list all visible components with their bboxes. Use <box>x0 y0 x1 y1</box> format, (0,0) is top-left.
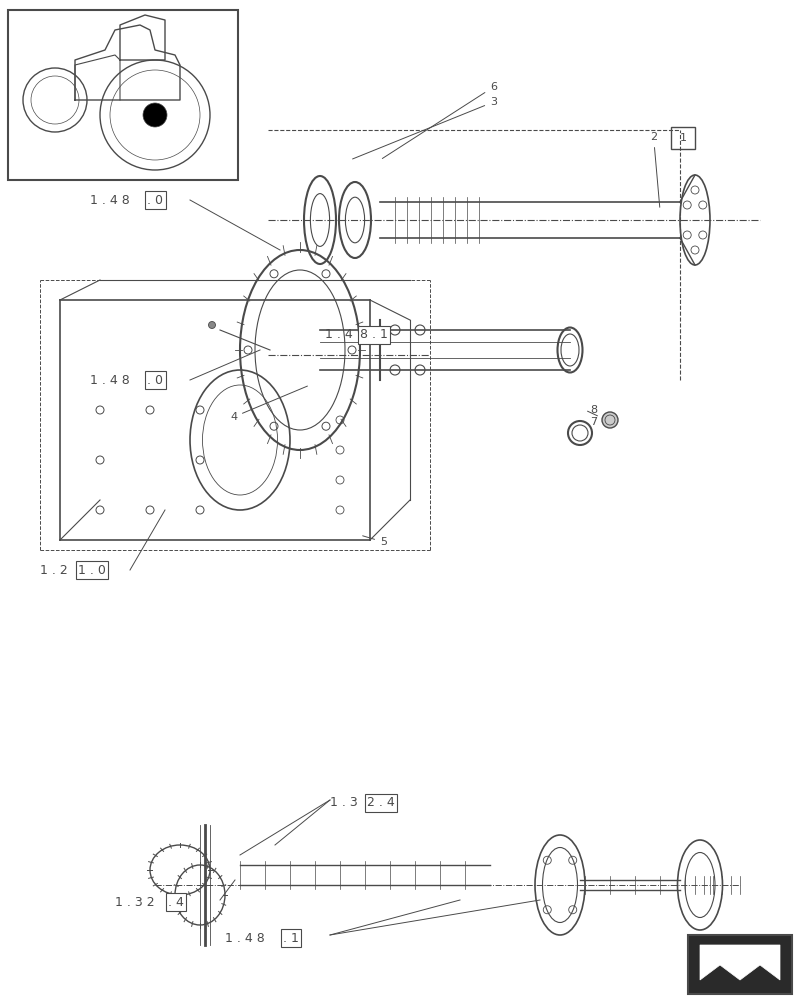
FancyBboxPatch shape <box>671 127 695 149</box>
Text: 1 . 4: 1 . 4 <box>325 328 353 342</box>
Text: 1 . 3 2: 1 . 3 2 <box>115 896 154 908</box>
Text: 3: 3 <box>352 97 497 159</box>
Text: 7: 7 <box>590 417 597 427</box>
Text: 5: 5 <box>363 536 387 547</box>
Text: 1 . 4 8: 1 . 4 8 <box>90 373 130 386</box>
Text: 6: 6 <box>382 82 497 158</box>
Text: 1 . 3: 1 . 3 <box>330 796 358 810</box>
Text: 8: 8 <box>590 405 597 415</box>
Text: 1 . 4 8: 1 . 4 8 <box>90 194 130 207</box>
Text: 2 . 4: 2 . 4 <box>367 796 395 810</box>
Bar <box>8 10 238 180</box>
Text: 2: 2 <box>650 132 660 207</box>
Text: 1: 1 <box>680 133 687 143</box>
Text: 1 . 2: 1 . 2 <box>40 564 68 576</box>
Circle shape <box>208 322 216 328</box>
Polygon shape <box>700 945 780 980</box>
Text: . 1: . 1 <box>283 932 299 944</box>
Text: 1 . 0: 1 . 0 <box>78 564 106 576</box>
Circle shape <box>143 103 167 127</box>
Text: 8 . 1: 8 . 1 <box>360 328 388 342</box>
Circle shape <box>602 412 618 428</box>
Text: 4: 4 <box>230 386 307 422</box>
Text: . 4: . 4 <box>168 896 184 908</box>
Text: 1 . 4 8: 1 . 4 8 <box>225 932 265 944</box>
FancyBboxPatch shape <box>688 935 792 994</box>
Text: . 0: . 0 <box>147 194 163 207</box>
Text: . 0: . 0 <box>147 373 163 386</box>
